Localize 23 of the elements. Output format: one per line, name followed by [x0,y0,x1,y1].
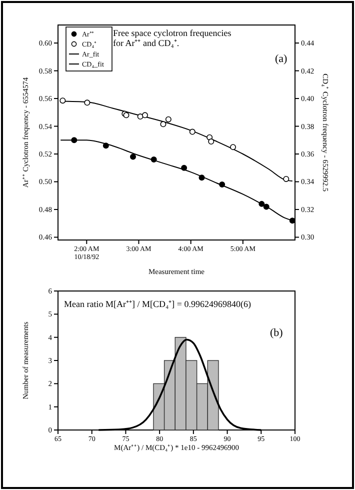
point [181,164,188,171]
point [102,142,109,149]
point [160,121,166,128]
point [71,137,78,144]
annotation: Mean ratio M[Ar⁺⁺] / M[CD₄⁺] = 0.99624969840(6) [64,299,251,309]
point [283,176,290,182]
annotation: (a) [275,53,288,65]
point [84,100,90,106]
point [130,154,136,160]
point [137,114,144,120]
point [150,156,157,163]
point [230,144,236,150]
point [165,116,172,122]
point [198,174,205,181]
point [142,112,148,118]
point [60,98,66,104]
annotation: Free space cyclotron frequencies for Ar⁺⁺ and CD₄⁺. [113,28,232,48]
point [208,138,214,145]
point [219,182,226,188]
point [258,200,265,207]
point [263,204,270,210]
annotation: (b) [270,327,284,339]
point [189,128,196,135]
